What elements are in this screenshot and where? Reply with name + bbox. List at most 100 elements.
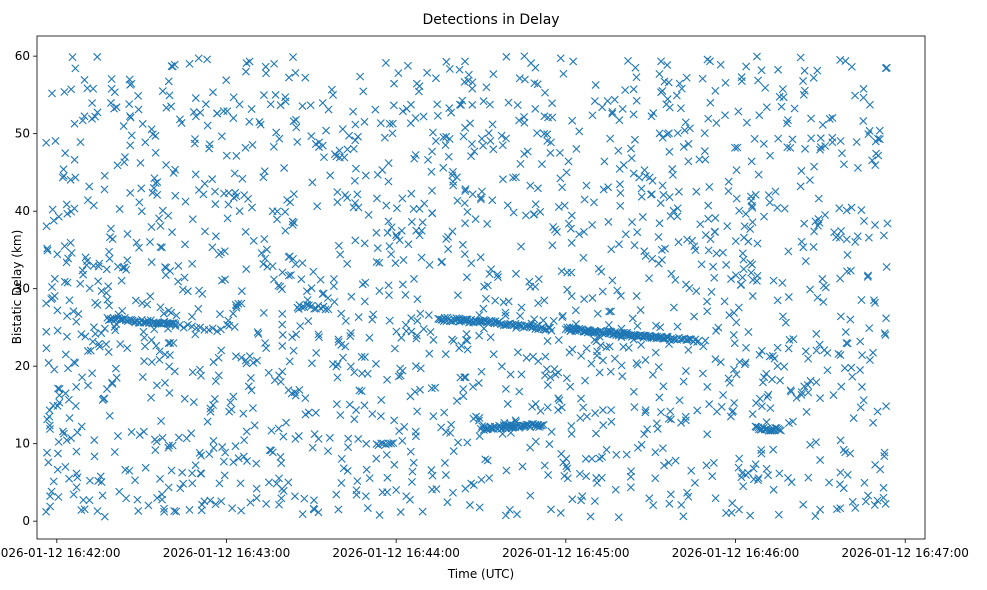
data-point bbox=[365, 474, 374, 483]
data-point bbox=[735, 206, 744, 215]
data-point bbox=[42, 299, 51, 308]
data-point bbox=[262, 245, 271, 254]
data-point bbox=[449, 447, 458, 456]
data-point bbox=[648, 370, 657, 379]
data-point bbox=[267, 426, 276, 435]
data-point bbox=[731, 143, 740, 152]
data-point bbox=[102, 265, 111, 274]
data-point bbox=[744, 468, 753, 477]
data-point bbox=[548, 241, 557, 250]
data-point bbox=[758, 378, 767, 387]
data-point bbox=[698, 74, 707, 83]
data-point bbox=[165, 362, 174, 371]
data-point bbox=[449, 177, 458, 186]
data-point bbox=[350, 415, 359, 424]
data-point bbox=[333, 188, 342, 197]
data-point bbox=[200, 227, 209, 236]
data-point bbox=[428, 128, 437, 137]
data-point bbox=[572, 144, 581, 153]
data-point bbox=[381, 58, 390, 67]
data-point bbox=[485, 269, 494, 278]
data-point bbox=[658, 86, 667, 95]
data-point bbox=[220, 247, 229, 256]
data-point bbox=[419, 112, 428, 121]
data-point bbox=[368, 409, 377, 418]
data-point bbox=[463, 438, 472, 447]
data-point bbox=[428, 485, 437, 494]
data-point bbox=[308, 178, 317, 187]
data-point bbox=[734, 107, 743, 116]
data-point bbox=[445, 64, 454, 73]
data-point bbox=[288, 333, 297, 342]
data-point bbox=[133, 495, 142, 504]
data-point bbox=[279, 486, 288, 495]
data-point bbox=[385, 242, 394, 251]
data-point bbox=[497, 131, 506, 140]
data-point bbox=[428, 209, 437, 218]
data-point bbox=[874, 151, 883, 160]
data-point bbox=[382, 450, 391, 459]
data-point bbox=[725, 378, 734, 387]
data-point bbox=[178, 468, 187, 477]
data-point bbox=[556, 54, 565, 63]
data-point bbox=[589, 198, 598, 207]
data-point bbox=[693, 406, 702, 415]
data-point bbox=[764, 471, 773, 480]
data-point bbox=[746, 258, 755, 267]
data-point bbox=[777, 102, 786, 111]
data-point bbox=[209, 358, 218, 367]
data-point bbox=[304, 301, 313, 310]
data-point bbox=[865, 100, 874, 109]
data-point bbox=[542, 365, 551, 374]
data-point bbox=[355, 386, 364, 395]
data-point bbox=[731, 271, 740, 280]
data-point bbox=[614, 240, 623, 249]
data-point bbox=[657, 57, 666, 66]
data-point bbox=[823, 348, 832, 357]
data-point bbox=[148, 130, 157, 139]
data-point bbox=[134, 506, 143, 515]
data-point bbox=[859, 93, 868, 102]
data-point bbox=[171, 165, 180, 174]
data-point bbox=[746, 511, 755, 520]
data-point bbox=[324, 305, 333, 314]
data-point bbox=[673, 204, 682, 213]
data-point bbox=[354, 435, 363, 444]
data-point bbox=[211, 200, 220, 209]
data-point bbox=[551, 370, 560, 379]
data-point bbox=[785, 335, 794, 344]
data-point bbox=[290, 492, 299, 501]
data-point bbox=[140, 357, 149, 366]
data-point bbox=[44, 358, 53, 367]
data-point bbox=[737, 77, 746, 86]
data-point bbox=[121, 465, 130, 474]
data-point bbox=[351, 164, 360, 173]
data-point bbox=[479, 324, 488, 333]
data-point bbox=[83, 84, 92, 93]
data-point bbox=[440, 408, 449, 417]
data-point bbox=[382, 201, 391, 210]
data-point bbox=[390, 79, 399, 88]
data-point bbox=[879, 493, 888, 502]
data-point bbox=[316, 275, 325, 284]
data-point bbox=[488, 196, 497, 205]
data-point bbox=[185, 59, 194, 68]
data-point bbox=[837, 149, 846, 158]
data-point bbox=[368, 315, 377, 324]
data-point bbox=[43, 244, 52, 253]
data-point bbox=[164, 77, 173, 86]
data-point bbox=[773, 203, 782, 212]
data-point bbox=[675, 396, 684, 405]
data-point bbox=[569, 57, 578, 66]
data-point bbox=[168, 228, 177, 237]
data-point bbox=[423, 68, 432, 77]
data-point bbox=[641, 408, 650, 417]
data-point bbox=[194, 54, 203, 63]
data-point bbox=[543, 337, 552, 345]
data-point bbox=[468, 190, 477, 199]
data-point bbox=[197, 469, 206, 478]
data-point bbox=[329, 90, 338, 99]
data-point bbox=[223, 320, 232, 329]
data-point bbox=[181, 197, 190, 206]
data-point bbox=[429, 335, 438, 344]
